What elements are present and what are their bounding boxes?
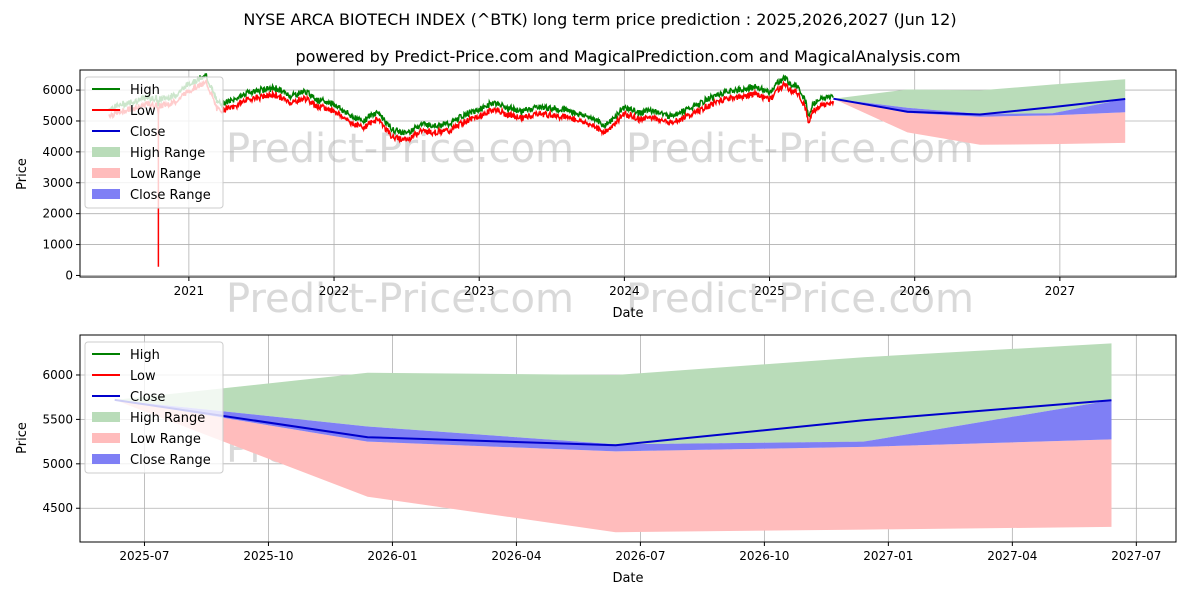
top-legend-label: Close Range: [130, 188, 211, 203]
bottom-ytick-label: 6000: [42, 368, 73, 382]
top-legend: High Low Close High Range Low Range Close Ran…: [84, 76, 224, 209]
top-legend-swatch-patch: [92, 168, 120, 178]
bottom-forecast-ranges: [114, 343, 1112, 533]
top-xtick-label: 2021: [174, 284, 205, 298]
bottom-high-range-band: [114, 343, 1112, 445]
bottom-forecast-close-line: [114, 398, 1112, 447]
top-ticks: 2021 2022 2023 2024 2025 2026 2027 0 1000 2000 300…: [42, 83, 1075, 298]
bottom-xtick-label: 2027-01: [863, 549, 913, 563]
bottom-legend-label: High: [130, 348, 160, 363]
watermark-top-3: Predict-Price.com: [226, 276, 574, 322]
top-forecast-close: [833, 97, 1126, 116]
top-legend-label: Low: [130, 104, 156, 119]
top-plot-frame: [79, 69, 1177, 278]
top-xtick-label: 2027: [1045, 284, 1076, 298]
top-legend-swatch-patch: [92, 189, 120, 199]
bottom-legend-swatch-patch: [92, 433, 120, 443]
top-high-range-band: [833, 79, 1126, 114]
top-ytick-label: 0: [65, 268, 73, 282]
top-ytick-label: 5000: [42, 114, 73, 128]
bottom-xtick-label: 2026-07: [615, 549, 665, 563]
top-legend-label: High: [130, 83, 160, 98]
top-legend-label: High Range: [130, 146, 205, 161]
bottom-close-range-band: [114, 399, 1112, 452]
bottom-legend-label: High Range: [130, 411, 205, 426]
top-ylabel: Price: [15, 158, 30, 190]
watermark-top-4: Predict-Price.com: [626, 276, 974, 322]
bottom-low-range-band: [114, 399, 1112, 533]
top-xtick-label: 2024: [609, 284, 640, 298]
top-legend-label: Close: [130, 125, 165, 140]
top-ytick-label: 6000: [42, 83, 73, 97]
top-ytick-label: 3000: [42, 176, 73, 190]
bottom-legend-swatch-patch: [92, 412, 120, 422]
top-xtick-label: 2023: [464, 284, 495, 298]
top-legend-label: Low Range: [130, 167, 201, 182]
top-forecast-close-line: [833, 97, 1126, 116]
history-high-line: [108, 72, 834, 136]
bottom-ticks: 2025-07 2025-10 2026-01 2026-04 2026-07 2026-…: [42, 368, 1161, 563]
bottom-xtick-label: 2027-04: [987, 549, 1037, 563]
top-ytick-label: 2000: [42, 207, 73, 221]
top-xlabel: Date: [612, 306, 643, 321]
bottom-forecast-close: [114, 398, 1112, 447]
top-xtick-label: 2025: [754, 284, 785, 298]
top-xtick-label: 2022: [319, 284, 350, 298]
top-ytick-label: 1000: [42, 238, 73, 252]
bottom-legend-swatch-patch: [92, 454, 120, 464]
watermark-top-1: Predict-Price.com: [226, 126, 574, 172]
bottom-xtick-label: 2026-04: [491, 549, 541, 563]
bottom-ytick-label: 5500: [42, 412, 73, 426]
bottom-legend-label: Close Range: [130, 453, 211, 468]
bottom-ytick-label: 5000: [42, 457, 73, 471]
chart-title: NYSE ARCA BIOTECH INDEX (^BTK) long term…: [243, 10, 956, 29]
top-legend-swatch-patch: [92, 147, 120, 157]
history-low-line: [108, 78, 835, 144]
top-ytick-label: 4000: [42, 145, 73, 159]
bottom-panel: Predict-Price.com Predict-Price.com 2025…: [15, 334, 1177, 586]
bottom-ylabel: Price: [15, 422, 30, 454]
top-panel: Predict-Price.com Predict-Price.com Pred…: [15, 69, 1177, 322]
top-low-range-band: [833, 98, 1126, 145]
bottom-xtick-label: 2025-07: [119, 549, 169, 563]
bottom-xlabel: Date: [612, 571, 643, 586]
bottom-xtick-label: 2026-10: [739, 549, 789, 563]
bottom-legend-label: Low: [130, 369, 156, 384]
bottom-legend-label: Close: [130, 390, 165, 405]
bottom-plot-frame: [79, 334, 1177, 543]
bottom-ytick-label: 4500: [42, 501, 73, 515]
bottom-xtick-label: 2025-10: [243, 549, 293, 563]
bottom-xtick-label: 2027-07: [1111, 549, 1161, 563]
bottom-xtick-label: 2026-01: [367, 549, 417, 563]
chart-subtitle: powered by Predict-Price.com and Magical…: [295, 47, 960, 66]
top-xtick-label: 2026: [899, 284, 930, 298]
bottom-legend-label: Low Range: [130, 432, 201, 447]
bottom-legend: High Low Close High Range Low Range Close Ran…: [84, 341, 224, 474]
